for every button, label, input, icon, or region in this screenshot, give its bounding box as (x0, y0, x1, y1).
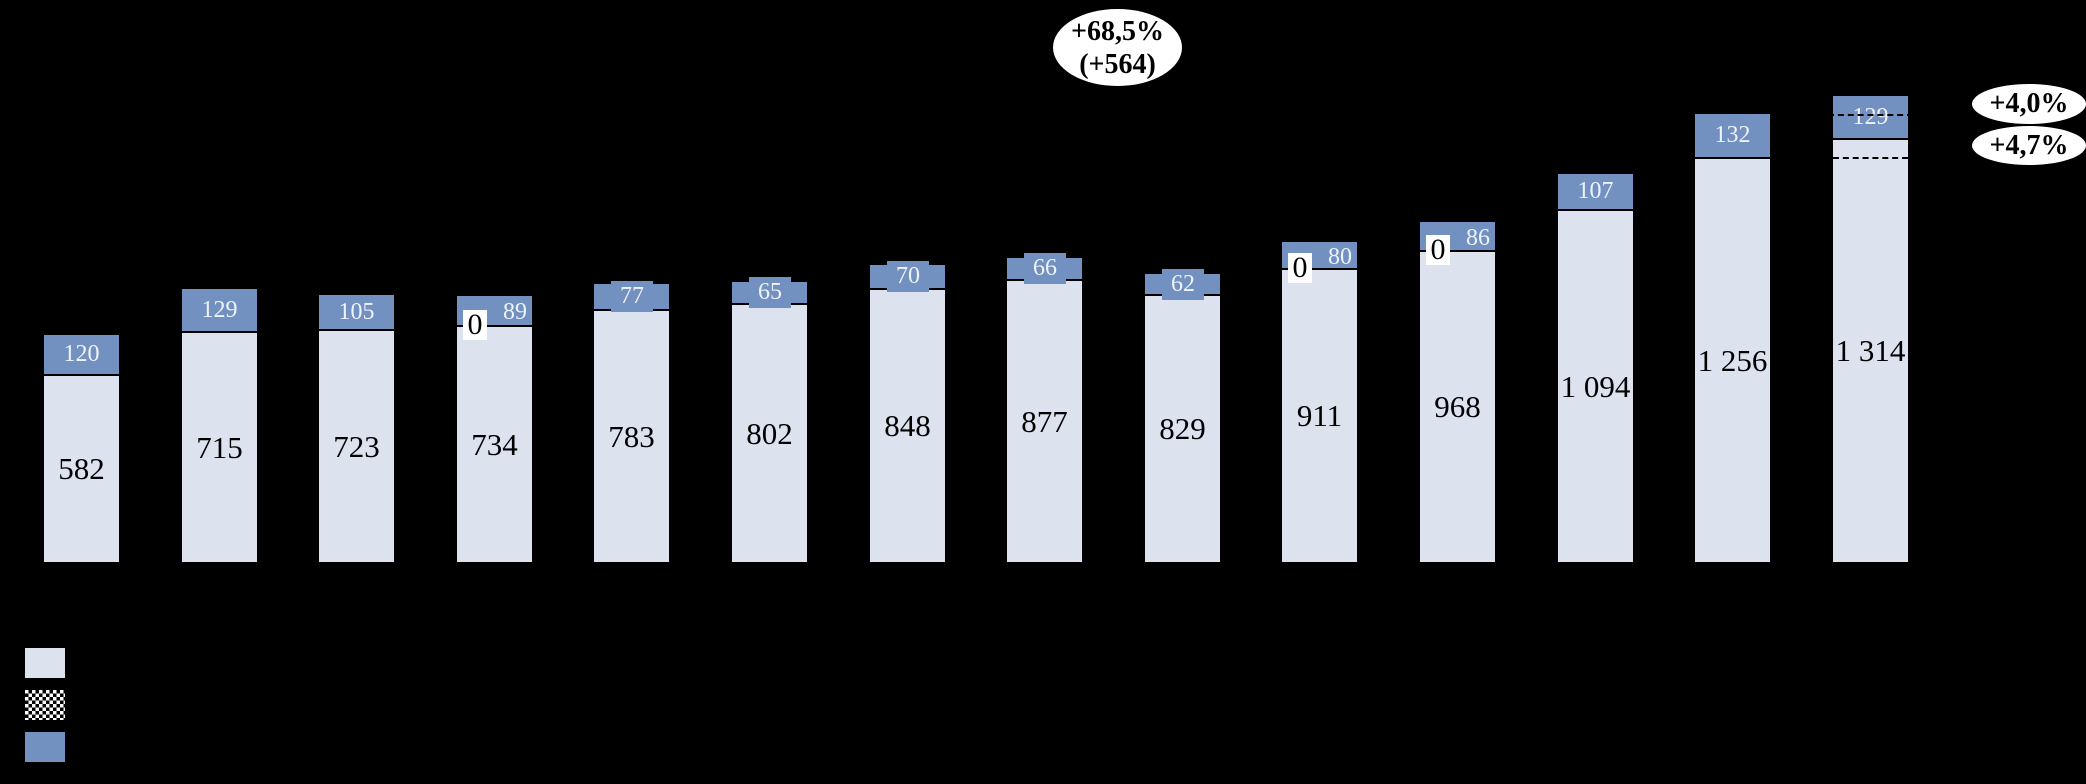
bar-light-value: 968 (1434, 389, 1481, 424)
bar-light-segment (1282, 268, 1357, 562)
bar-top-value: 129 (1852, 104, 1889, 130)
bar-light-value: 715 (196, 430, 243, 465)
legend-swatch-hatched-series (25, 690, 65, 720)
light-series-growth-annotation-ellipse: +4,7% (1972, 126, 2086, 165)
bar-light-value: 802 (746, 416, 793, 451)
bar-light-value: 582 (58, 451, 105, 486)
bar-top-value: 132 (1714, 122, 1751, 148)
comparison-dashed-line (1828, 114, 1913, 116)
bar-top-value-tag: 65 (749, 277, 791, 308)
bar-light-segment (182, 331, 257, 562)
bar-light-value: 734 (471, 427, 518, 462)
bar-light-segment (594, 309, 669, 562)
bar-top-value: 120 (63, 341, 100, 367)
bar-top-value-tag: 70 (887, 261, 929, 292)
bar-top-segment (182, 289, 257, 331)
bar-top-value-tag: 62 (1162, 269, 1204, 300)
bar-light-value: 1 314 (1835, 333, 1906, 368)
bar-top-value: 89 (503, 299, 527, 325)
total-growth-annotation-ellipse: +4,0% (1972, 84, 2086, 124)
bar-top-value: 105 (338, 299, 375, 325)
bar-top-value: 86 (1466, 225, 1490, 251)
bar-top-value-tag: 66 (1024, 253, 1066, 284)
main-growth-percent: +68,5% (1071, 15, 1164, 47)
bar-light-segment (457, 325, 532, 562)
bar-light-segment (1833, 138, 1908, 562)
main-growth-annotation-ellipse: +68,5% (+564) (1053, 9, 1182, 86)
bar-light-value: 723 (333, 429, 380, 464)
bar-middle-zero-value: 0 (463, 308, 487, 341)
bar-light-segment (1695, 157, 1770, 562)
bar-top-segment (319, 295, 394, 329)
bar-top-segment (44, 335, 119, 374)
bar-light-segment (1420, 250, 1495, 562)
bar-light-value: 911 (1296, 398, 1343, 433)
bar-light-value: 877 (1021, 404, 1068, 439)
total-growth-percent: +4,0% (1989, 88, 2069, 119)
bar-top-segment (1833, 96, 1908, 138)
bar-top-value: 80 (1328, 244, 1352, 270)
bar-top-value: 129 (201, 297, 238, 323)
bar-light-value: 1 256 (1697, 343, 1768, 378)
comparison-dashed-line (1833, 157, 1908, 159)
bar-top-value: 107 (1577, 178, 1614, 204)
bar-light-value: 829 (1159, 411, 1206, 446)
bar-top-segment (1695, 114, 1770, 157)
bar-light-segment (319, 329, 394, 562)
bar-light-value: 848 (884, 408, 931, 443)
light-series-growth-percent: +4,7% (1989, 129, 2069, 161)
bar-light-segment (44, 374, 119, 562)
bar-light-segment (1145, 294, 1220, 562)
bar-light-value: 1 094 (1560, 369, 1631, 404)
bar-middle-zero-value: 0 (1426, 233, 1450, 266)
bar-light-segment (1558, 209, 1633, 562)
main-growth-absolute: (+564) (1079, 48, 1156, 80)
bar-top-segment (1558, 174, 1633, 209)
legend-swatch-blue-series (25, 732, 65, 762)
bar-light-segment (870, 288, 945, 562)
bar-middle-zero-value: 0 (1288, 251, 1312, 284)
legend-swatch-light-series (25, 648, 65, 678)
bar-light-value: 783 (608, 419, 655, 454)
bar-top-value-tag: 77 (611, 281, 653, 312)
